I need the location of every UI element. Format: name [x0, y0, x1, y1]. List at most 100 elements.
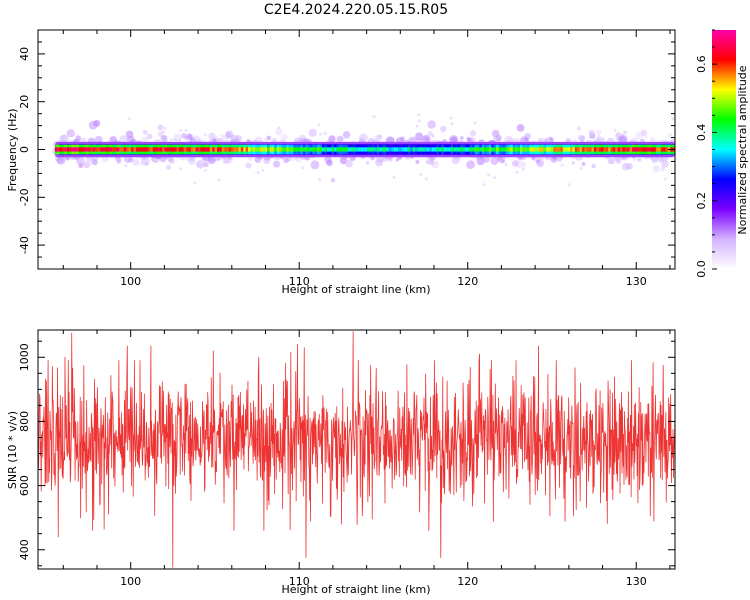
colorbar-tick-label: 0.2 [695, 192, 708, 210]
spectrogram-center-cell [307, 147, 311, 152]
spectrogram-y-tick-label: 0 [18, 146, 31, 153]
spectrogram-outlier-cell [613, 128, 617, 132]
spectrogram-center-cell [159, 147, 163, 152]
spectrogram-center-cell [455, 147, 459, 152]
snr-ticks: 100 110 120 130 400 600 800 1000 [18, 330, 675, 588]
spectrogram-center-cell [424, 147, 428, 152]
spectrogram-center-cell [224, 147, 227, 152]
spectrogram-center-cell [367, 147, 371, 152]
spectrogram-center-cell [102, 147, 106, 152]
spectrogram-x-tick-label: 100 [120, 275, 141, 288]
spectrogram-marks [51, 113, 675, 187]
spectrogram-halo-cell [588, 129, 595, 136]
spectrogram-center-cell [448, 147, 452, 152]
spectrogram-center-cell [529, 147, 533, 152]
spectrogram-center-cell [95, 147, 99, 152]
spectrogram-center-cell [143, 147, 146, 152]
spectrogram-halo-cell [142, 130, 148, 135]
spectrogram-halo-cell [640, 129, 648, 136]
spectrogram-outlier-cell [256, 171, 260, 175]
colorbar-tick-label: 0.4 [695, 124, 708, 142]
spectrogram-center-cell [321, 147, 325, 152]
snr-panel: 100 110 120 130 400 600 800 1000 Height of stra… [6, 329, 676, 596]
spectrogram-halo-cell [217, 157, 221, 161]
spectrogram-center-cell [221, 147, 225, 152]
spectrogram-center-cell [479, 147, 483, 152]
spectrogram-center-cell [643, 147, 647, 152]
spectrogram-halo-cell [576, 126, 582, 131]
spectrogram-center-cell [567, 147, 571, 152]
spectrogram-center-cell [126, 147, 130, 152]
spectrogram-center-cell [615, 147, 619, 152]
spectrogram-halo-cell [501, 159, 505, 164]
spectrogram-center-cell [147, 147, 151, 152]
spectrogram-center-cell [546, 147, 549, 152]
spectrogram-center-cell [541, 147, 545, 152]
spectrogram-outlier-cell [179, 129, 183, 133]
spectrogram-halo-cell [220, 133, 224, 138]
spectrogram-center-cell [639, 147, 643, 152]
spectrogram-center-cell [405, 147, 409, 152]
spectrogram-outlier-cell [493, 176, 497, 180]
spectrogram-halo-cell [102, 156, 109, 163]
spectrogram-halo-cell [173, 138, 177, 142]
spectrogram-center-cell [214, 147, 218, 152]
spectrogram-center-cell [54, 147, 58, 152]
spectrogram-center-cell [570, 147, 573, 152]
spectrogram-halo-cell [460, 136, 464, 140]
spectrogram-outlier-cell [417, 119, 421, 123]
spectrogram-center-cell [508, 147, 511, 152]
spectrogram-center-cell [376, 147, 380, 152]
spectrogram-center-cell [116, 147, 120, 152]
spectrogram-center-cell [319, 147, 323, 152]
spectrogram-halo-cell [254, 156, 261, 163]
spectrogram-halo-cell [85, 158, 94, 167]
spectrogram-halo-cell [516, 124, 525, 132]
spectrogram-center-cell [295, 147, 299, 152]
spectrogram-center-cell [562, 147, 566, 152]
spectrogram-center-cell [188, 147, 192, 152]
spectrogram-center-cell [610, 147, 614, 152]
spectrogram-outlier-cell [392, 176, 396, 179]
spectrogram-center-cell [443, 147, 447, 152]
spectrogram-center-cell [391, 147, 394, 152]
spectrogram-center-cell [622, 147, 626, 152]
spectrogram-center-cell [417, 147, 421, 152]
spectrogram-outlier-cell [193, 181, 197, 185]
spectrogram-center-cell [393, 147, 397, 152]
snr-y-tick-label: 1000 [18, 343, 31, 371]
spectrogram-center-cell [259, 147, 263, 152]
spectrogram-center-cell [369, 147, 373, 152]
spectrogram-halo-cell [330, 178, 336, 183]
spectrogram-center-cell [164, 147, 168, 152]
spectrogram-outlier-cell [184, 129, 188, 133]
spectrogram-halo-cell [577, 134, 585, 142]
spectrogram-center-cell [250, 147, 254, 152]
spectrogram-y-tick-label: 20 [18, 95, 31, 109]
spectrogram-center-cell [496, 147, 499, 152]
spectrogram-halo-cell [202, 138, 207, 143]
spectrogram-center-cell [248, 147, 251, 152]
spectrogram-center-cell [550, 147, 554, 152]
spectrogram-center-cell [581, 147, 585, 152]
spectrogram-center-cell [441, 147, 445, 152]
spectrogram-halo-cell [280, 133, 288, 141]
spectrogram-center-cell [505, 147, 509, 152]
spectrogram-halo-cell [649, 137, 655, 143]
spectrogram-halo-cell [560, 163, 565, 168]
figure-title: C2E4.2024.220.05.15.R05 [264, 2, 448, 18]
spectrogram-center-cell [240, 147, 244, 152]
spectrogram-outlier-cell [515, 171, 519, 174]
spectrogram-halo-cell [469, 130, 476, 137]
colorbar-tick-label: 0.6 [695, 55, 708, 73]
spectrogram-center-cell [90, 147, 94, 152]
spectrogram-center-cell [553, 147, 557, 152]
spectrogram-halo-cell [181, 132, 187, 139]
spectrogram-halo-cell [63, 135, 69, 141]
colorbar: 0.0 0.2 0.4 0.6 Normalized spectral amplitu… [695, 29, 749, 278]
spectrogram-center-cell [434, 147, 437, 152]
spectrogram-center-cell [100, 147, 103, 152]
spectrogram-center-cell [364, 147, 368, 152]
spectrogram-halo-cell [283, 157, 289, 164]
spectrogram-halo-cell [157, 124, 164, 131]
